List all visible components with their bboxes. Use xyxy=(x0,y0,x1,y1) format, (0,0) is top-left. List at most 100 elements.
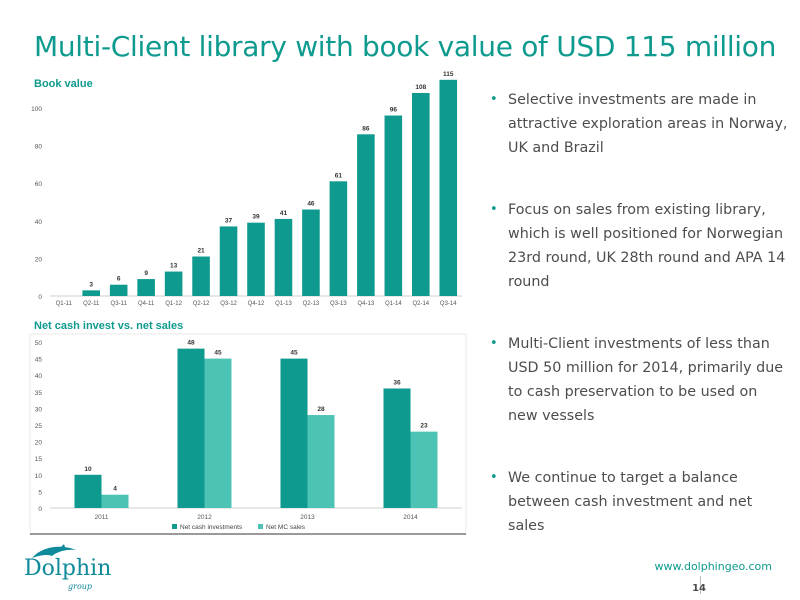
bar xyxy=(204,358,232,508)
x-tick-label: 2013 xyxy=(300,514,315,521)
bar xyxy=(412,92,430,297)
data-label: 10 xyxy=(84,466,92,473)
x-tick-label: Q1-13 xyxy=(275,301,292,307)
y-tick-label: 40 xyxy=(35,373,43,380)
dolphin-logo: Dolphin group xyxy=(22,544,132,592)
y-tick-label: 100 xyxy=(31,106,42,113)
data-label: 115 xyxy=(443,71,454,78)
legend-swatch xyxy=(258,524,263,529)
x-tick-label: 2012 xyxy=(197,514,212,521)
y-tick-label: 0 xyxy=(38,294,42,301)
y-tick-label: 60 xyxy=(35,181,43,188)
bar xyxy=(164,271,183,296)
y-tick-label: 10 xyxy=(35,473,43,480)
y-tick-label: 20 xyxy=(35,256,43,263)
legend-label: Net MC sales xyxy=(266,524,306,531)
y-tick-label: 5 xyxy=(38,489,42,496)
bar xyxy=(247,222,265,296)
x-tick-label: Q2-13 xyxy=(303,301,320,307)
x-tick-label: 2014 xyxy=(403,514,418,521)
data-label: 45 xyxy=(214,350,222,357)
bar xyxy=(192,256,210,296)
data-label: 28 xyxy=(317,406,325,413)
bullet-text: We continue to target a balance between … xyxy=(508,470,753,534)
y-tick-label: 30 xyxy=(35,406,43,413)
data-label: 39 xyxy=(252,214,260,221)
bullet-dot-icon: • xyxy=(490,470,498,485)
bullet-item: • Selective investments are made in attra… xyxy=(490,88,790,160)
data-label: 41 xyxy=(280,210,288,217)
data-label: 3 xyxy=(89,281,93,288)
data-label: 36 xyxy=(393,379,401,386)
bar xyxy=(307,415,335,508)
y-tick-label: 50 xyxy=(35,340,43,347)
x-tick-label: Q2-14 xyxy=(412,301,429,307)
bar xyxy=(384,115,403,297)
legend-swatch xyxy=(172,524,177,529)
x-tick-label: Q2-12 xyxy=(193,301,210,307)
data-label: 21 xyxy=(197,248,205,255)
bullet-text: Selective investments are made in attrac… xyxy=(508,92,788,156)
logo-wordmark: Dolphin xyxy=(24,556,112,581)
bar xyxy=(302,209,320,296)
y-tick-label: 80 xyxy=(35,144,43,151)
bullet-dot-icon: • xyxy=(490,336,498,351)
slide-title: Multi-Client library with book value of … xyxy=(34,30,777,63)
x-tick-label: Q3-12 xyxy=(220,301,237,307)
data-label: 48 xyxy=(187,340,195,347)
logo-subtitle: group xyxy=(68,582,93,591)
y-tick-label: 15 xyxy=(35,456,43,463)
data-label: 46 xyxy=(307,201,315,208)
bar xyxy=(410,431,438,508)
bar xyxy=(439,79,458,296)
cash-vs-sales-chart: 0 5 10 15 20 25 30 35 40 45 50 10 4 2011 48 45 2012 45 28 2… xyxy=(29,333,467,535)
bullet-item: • We continue to target a balance between… xyxy=(490,466,790,538)
x-tick-label: Q4-13 xyxy=(358,301,375,307)
bullet-item: • Multi-Client investments of less than U… xyxy=(490,332,790,428)
bullet-dot-icon: • xyxy=(490,202,498,217)
y-tick-label: 35 xyxy=(35,390,43,397)
data-label: 13 xyxy=(170,263,178,270)
data-label: 4 xyxy=(113,486,117,493)
book-value-chart-title: Book value xyxy=(34,78,93,90)
bar xyxy=(357,134,375,296)
bar xyxy=(82,290,100,296)
bullet-list: • Selective investments are made in attra… xyxy=(490,88,790,538)
x-tick-label: Q1-12 xyxy=(165,301,182,307)
x-tick-label: Q1-11 xyxy=(56,301,73,307)
data-label: 9 xyxy=(144,270,148,277)
bar xyxy=(274,218,293,296)
website-link[interactable]: www.dolphingeo.com xyxy=(654,560,772,573)
data-label: 37 xyxy=(225,217,233,224)
y-tick-label: 0 xyxy=(38,506,42,513)
data-label: 6 xyxy=(117,276,121,283)
y-tick-label: 25 xyxy=(35,423,43,430)
bar xyxy=(219,226,238,296)
x-tick-label: Q2-11 xyxy=(83,301,100,307)
bar xyxy=(280,358,308,508)
x-tick-label: Q4-11 xyxy=(138,301,155,307)
x-tick-label: Q4-12 xyxy=(248,301,265,307)
bar xyxy=(383,388,411,508)
cash-vs-sales-chart-title: Net cash invest vs. net sales xyxy=(34,320,184,332)
bullet-item: • Focus on sales from existing library, w… xyxy=(490,198,790,294)
bullet-text: Multi-Client investments of less than US… xyxy=(508,336,784,424)
data-label: 45 xyxy=(290,350,298,357)
data-label: 108 xyxy=(415,84,426,91)
bar xyxy=(101,494,129,508)
page-number: 14 xyxy=(692,583,706,594)
data-label: 23 xyxy=(420,423,428,430)
x-tick-label: Q3-11 xyxy=(111,301,128,307)
y-tick-label: 20 xyxy=(35,440,43,447)
x-tick-label: Q3-13 xyxy=(330,301,347,307)
bullet-text: Focus on sales from existing library, wh… xyxy=(508,202,786,290)
bar xyxy=(137,279,155,296)
x-tick-label: 2011 xyxy=(95,514,109,521)
book-value-chart: 0 20 40 60 80 100 Q1-11 3 Q2-11 6 Q3-11 9 Q4-11 13 Q1-… xyxy=(31,71,462,307)
page-divider xyxy=(700,576,701,594)
x-tick-label: Q3-14 xyxy=(440,301,457,307)
bar xyxy=(177,348,205,508)
dolphin-icon xyxy=(32,544,76,558)
data-label: 96 xyxy=(390,107,398,114)
legend-label: Net cash investments xyxy=(180,524,243,531)
